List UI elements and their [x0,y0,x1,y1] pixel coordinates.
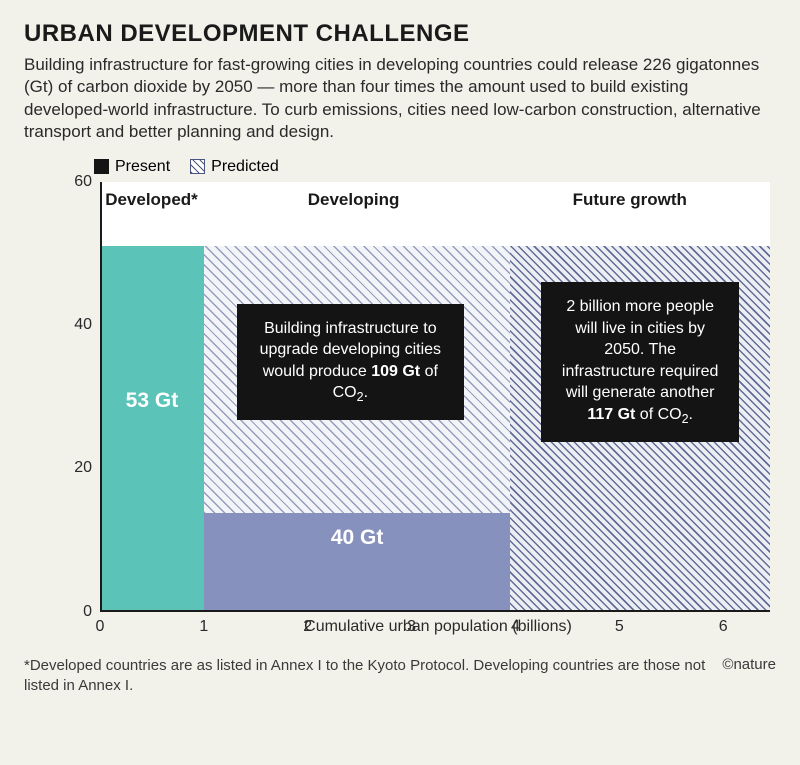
bar-value-developed-present: 53 Gt [126,389,179,413]
y-tick: 40 [74,316,100,334]
x-tick: 5 [615,612,624,636]
y-axis-line [100,182,102,612]
y-tick: 20 [74,459,100,477]
x-tick: 3 [407,612,416,636]
chart: CO₂ or equivalent per capita (tonnes) 02… [70,182,776,636]
x-tick: 0 [96,612,105,636]
bar-value-developing-present: 40 Gt [331,526,384,550]
legend: Present Predicted [94,158,776,176]
developing-callout: Building infrastructure to upgrade devel… [237,304,463,421]
page-title: URBAN DEVELOPMENT CHALLENGE [24,20,776,48]
segment-label: Future growth [573,190,687,210]
x-tick: 1 [199,612,208,636]
legend-predicted: Predicted [190,158,279,176]
plot-area: 0204060012345653 Gt40 GtDeveloped*Develo… [100,182,770,612]
segment-label: Developing [308,190,400,210]
footnote-text: *Developed countries are as listed in An… [24,656,776,697]
legend-swatch-predicted [190,159,205,174]
segment-label: Developed* [105,190,198,210]
subtitle-text: Building infrastructure for fast-growing… [24,54,774,144]
credit-text: ©nature [722,656,776,673]
y-tick: 60 [74,173,100,191]
x-tick: 6 [719,612,728,636]
legend-label-present: Present [115,158,170,176]
legend-label-predicted: Predicted [211,158,279,176]
bar-developed-present [100,246,204,612]
x-axis-line [100,610,770,612]
legend-present: Present [94,158,170,176]
x-tick: 4 [511,612,520,636]
future-callout: 2 billion more people will live in citie… [541,282,738,442]
x-tick: 2 [303,612,312,636]
